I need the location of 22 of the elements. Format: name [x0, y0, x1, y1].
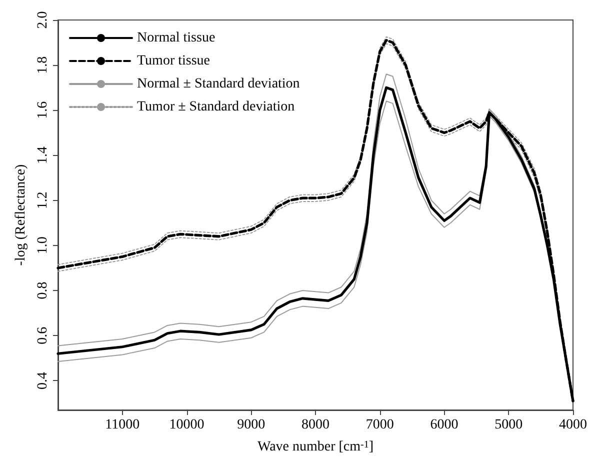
- x-tick-label: 9000: [237, 418, 266, 432]
- y-tick-label: 0.6: [36, 326, 50, 344]
- x-tick-label: 7000: [366, 418, 394, 432]
- legend-label: Tumor ± Standard deviation: [137, 100, 295, 114]
- y-tick-label: 1.2: [36, 192, 50, 210]
- x-tick-label: 10000: [169, 418, 204, 432]
- x-tick-label: 5000: [494, 418, 523, 432]
- y-axis-title: -log (Reflectance): [14, 164, 28, 266]
- x-tick-label: 6000: [430, 418, 458, 432]
- y-tick-label: 0.8: [36, 282, 50, 300]
- y-tick-label: 2.0: [36, 11, 50, 29]
- y-tick-label: 1.8: [36, 56, 50, 74]
- y-tick-label: 0.4: [36, 372, 50, 390]
- y-tick-label: 1.6: [36, 101, 50, 119]
- x-tick-label: 4000: [559, 418, 587, 432]
- x-tick-label: 8000: [302, 418, 330, 432]
- legend-label: Tumor tissue: [137, 54, 210, 68]
- y-tick-label: 1.0: [36, 236, 50, 254]
- y-tick-label: 1.4: [36, 146, 50, 164]
- x-tick-label: 11000: [105, 418, 140, 432]
- legend-label: Normal tissue: [137, 30, 216, 46]
- legend-label: Normal ± Standard deviation: [137, 76, 300, 92]
